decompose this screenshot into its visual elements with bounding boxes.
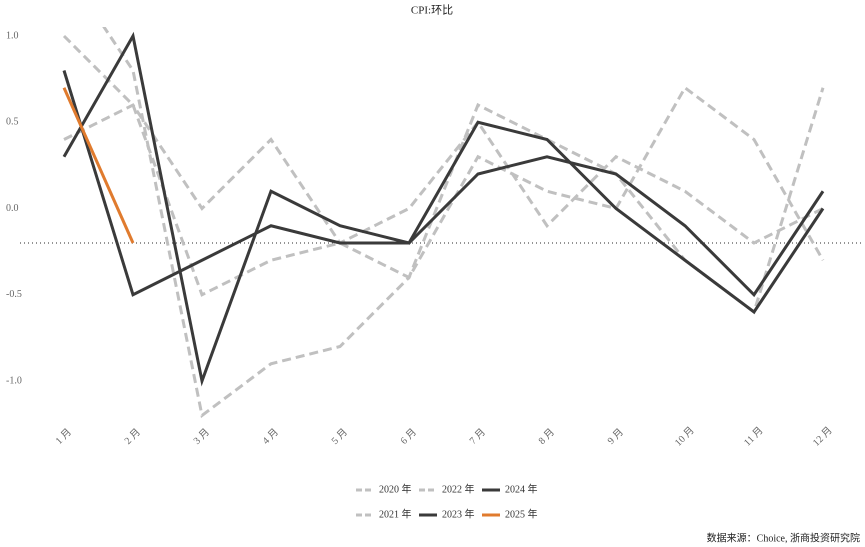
- x-tick-label: 1 月: [53, 426, 74, 447]
- series-line: [62, 31, 825, 387]
- y-tick-label: -0.5: [6, 289, 22, 300]
- plot-area: [62, 27, 825, 419]
- source-note: 数据来源：Choice, 浙商投资研究院: [707, 531, 860, 544]
- y-tick-label: -1.0: [6, 375, 22, 386]
- x-tick-label: 11 月: [741, 424, 765, 448]
- series-line: [62, 87, 135, 244]
- legend-label: 2021 年: [379, 507, 412, 520]
- x-tick-label: 9 月: [605, 426, 626, 447]
- legend-label: 2024 年: [505, 482, 538, 495]
- series-line: [62, 70, 825, 298]
- x-tick-label: 12 月: [810, 424, 834, 448]
- y-tick-label: 0.0: [6, 203, 19, 214]
- legend-label: 2025 年: [505, 507, 538, 520]
- x-tick-label: 8 月: [536, 426, 557, 447]
- y-tick-label: 0.5: [6, 117, 19, 128]
- legend-label: 2023 年: [442, 507, 475, 520]
- series-line: [62, 34, 825, 297]
- series-line: [63, 103, 824, 245]
- x-tick-label: 6 月: [398, 426, 419, 447]
- x-tick-label: 2 月: [122, 426, 143, 447]
- legend-label: 2020 年: [379, 482, 412, 495]
- x-tick-label: 10 月: [672, 424, 696, 448]
- x-tick-label: 5 月: [329, 426, 350, 447]
- legend-label: 2022 年: [442, 482, 475, 495]
- x-tick-label: 3 月: [191, 426, 212, 447]
- chart-title: CPI:环比: [411, 4, 453, 17]
- x-tick-label: 4 月: [260, 426, 281, 447]
- y-tick-label: 1.0: [6, 30, 19, 41]
- x-tick-label: 7 月: [467, 426, 488, 447]
